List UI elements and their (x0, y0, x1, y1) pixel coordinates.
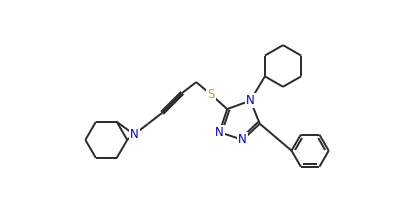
Text: N: N (238, 133, 247, 146)
Text: N: N (246, 94, 255, 107)
Text: N: N (130, 128, 139, 141)
Text: N: N (215, 126, 224, 139)
Text: S: S (207, 88, 215, 101)
